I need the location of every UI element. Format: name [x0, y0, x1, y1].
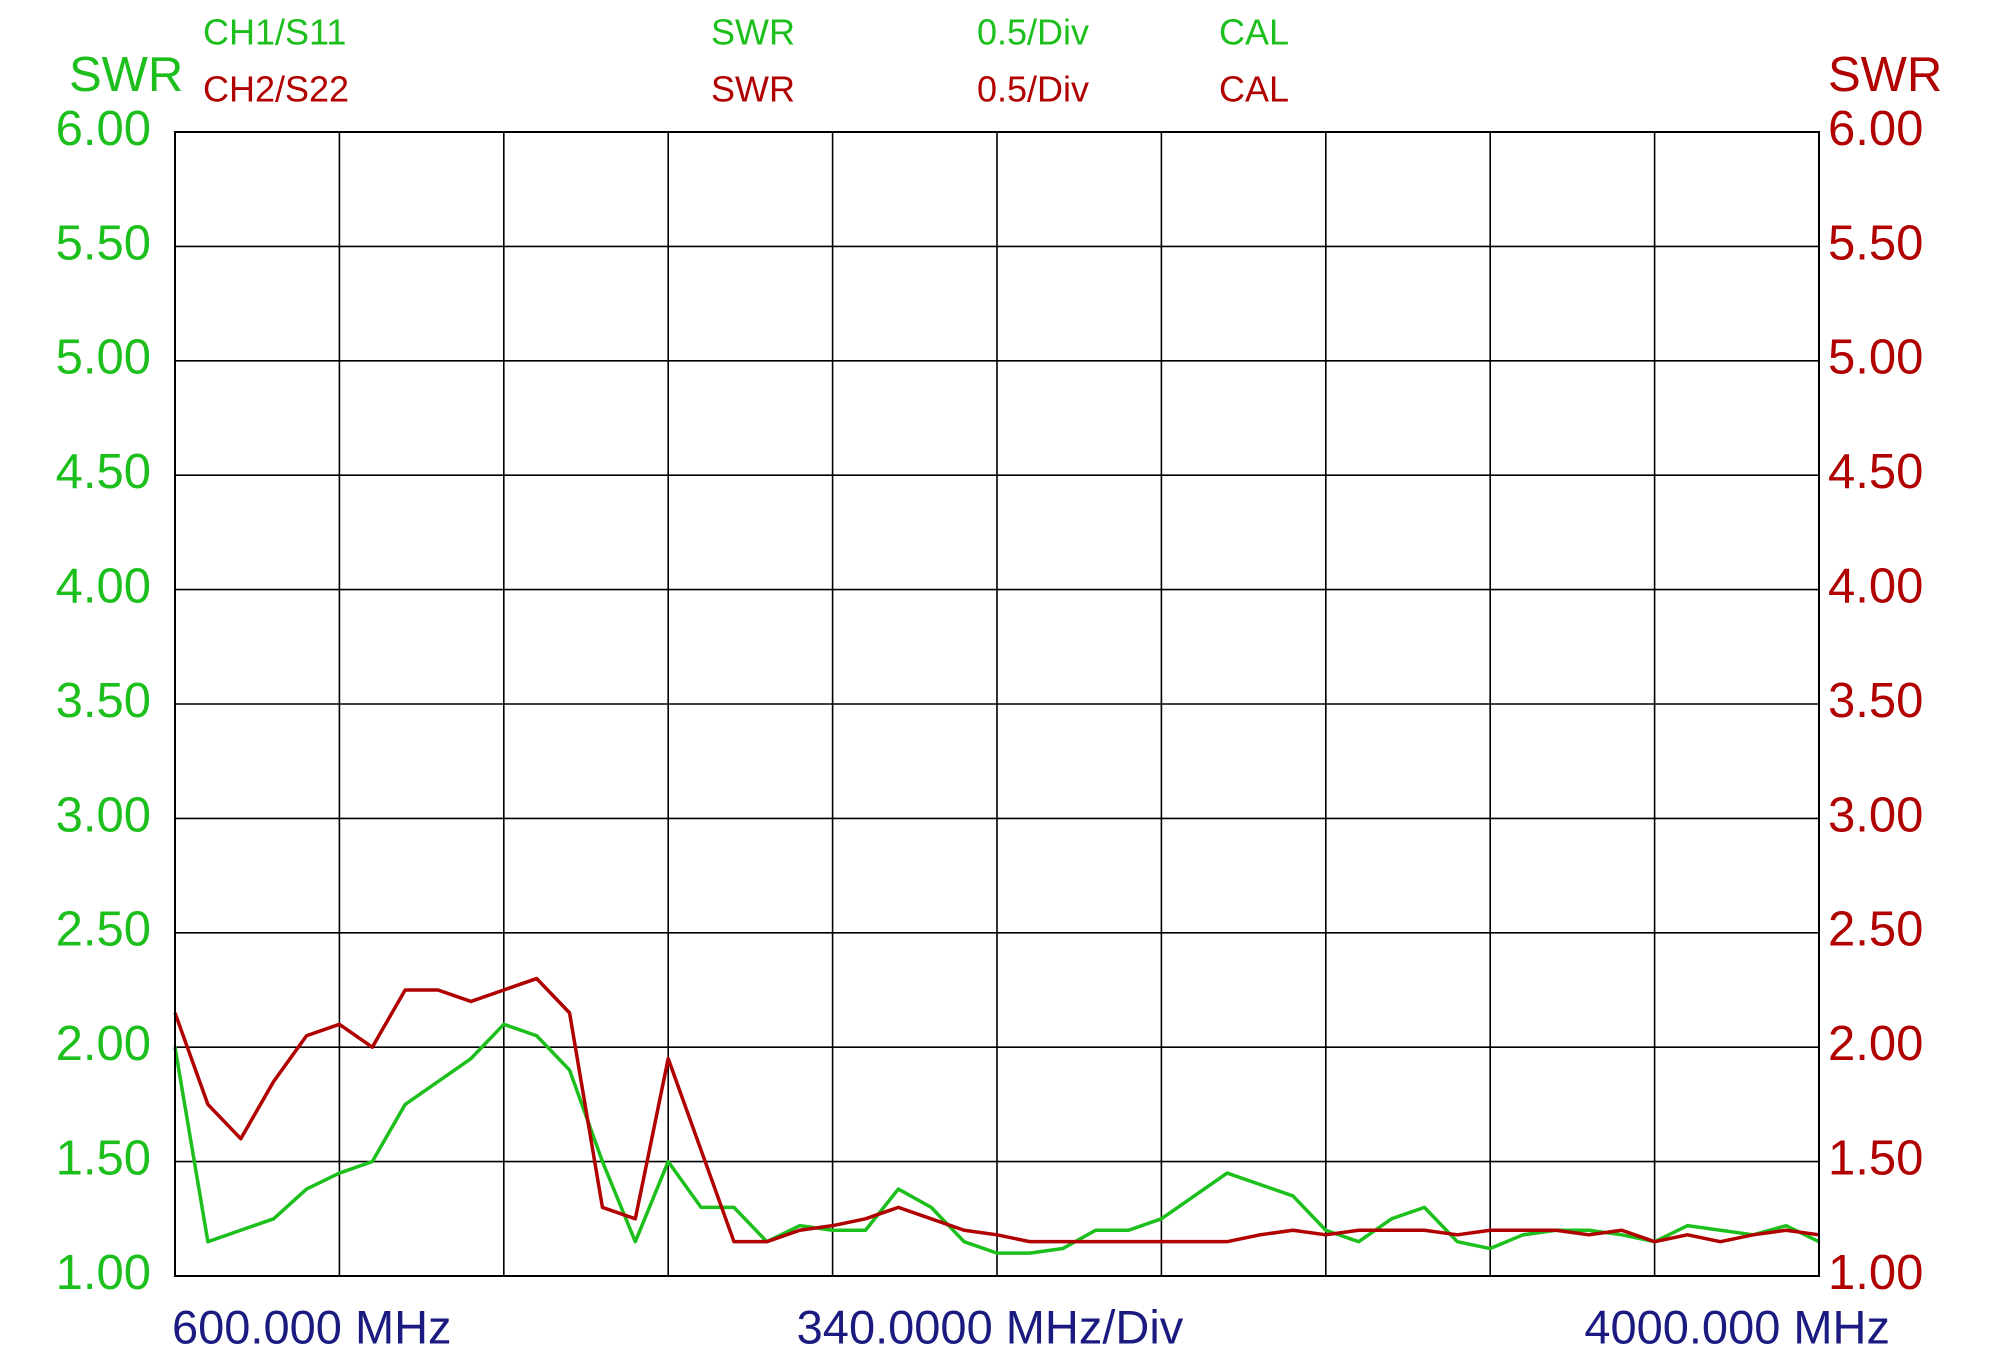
- y-tick-label: 1.50: [1828, 1132, 1923, 1186]
- y-tick-label: 5.00: [1828, 331, 1923, 385]
- channel-status: CAL: [1219, 12, 1289, 53]
- y-tick-label: 4.00: [56, 560, 151, 614]
- y-tick-label: 2.50: [1828, 903, 1923, 957]
- y-tick-label: 4.50: [1828, 445, 1923, 499]
- y-tick-label: 6.00: [56, 102, 151, 156]
- channel-format: SWR: [711, 12, 795, 53]
- y-tick-label: 1.00: [56, 1246, 151, 1300]
- channel-scale: 0.5/Div: [977, 69, 1089, 110]
- legend-entry: CH1/S11: [203, 12, 346, 53]
- plot-frame: [174, 131, 1820, 1277]
- y-tick-label: 3.50: [1828, 674, 1923, 728]
- legend-entry: CH2/S22: [203, 69, 349, 110]
- y2-axis-label: SWR: [1828, 48, 1942, 102]
- trace: [173, 976, 1820, 1244]
- y-tick-label: 5.50: [1828, 216, 1923, 270]
- channel-scale: 0.5/Div: [977, 12, 1089, 53]
- x-end-label: 4000.000 MHz: [1584, 1300, 1890, 1353]
- x-scale-label: 340.0000 MHz/Div: [797, 1300, 1184, 1353]
- y-axis-label: SWR: [69, 48, 183, 102]
- y-tick-label: 2.00: [1828, 1017, 1923, 1071]
- y-tick-label: 5.00: [56, 331, 151, 385]
- y-tick-label: 6.00: [1828, 102, 1923, 156]
- y-tick-label: 3.00: [56, 788, 151, 842]
- y-tick-label: 1.00: [1828, 1246, 1923, 1300]
- y-tick-label: 4.00: [1828, 560, 1923, 614]
- x-start-label: 600.000 MHz: [172, 1300, 452, 1353]
- y-tick-label: 4.50: [56, 445, 151, 499]
- y-tick-label: 3.50: [56, 674, 151, 728]
- y-tick-label: 1.50: [56, 1132, 151, 1186]
- y-tick-label: 2.00: [56, 1017, 151, 1071]
- y-tick-label: 2.50: [56, 903, 151, 957]
- y-tick-label: 3.00: [1828, 788, 1923, 842]
- channel-format: SWR: [711, 69, 795, 110]
- channel-status: CAL: [1219, 69, 1289, 110]
- y-tick-label: 5.50: [56, 216, 151, 270]
